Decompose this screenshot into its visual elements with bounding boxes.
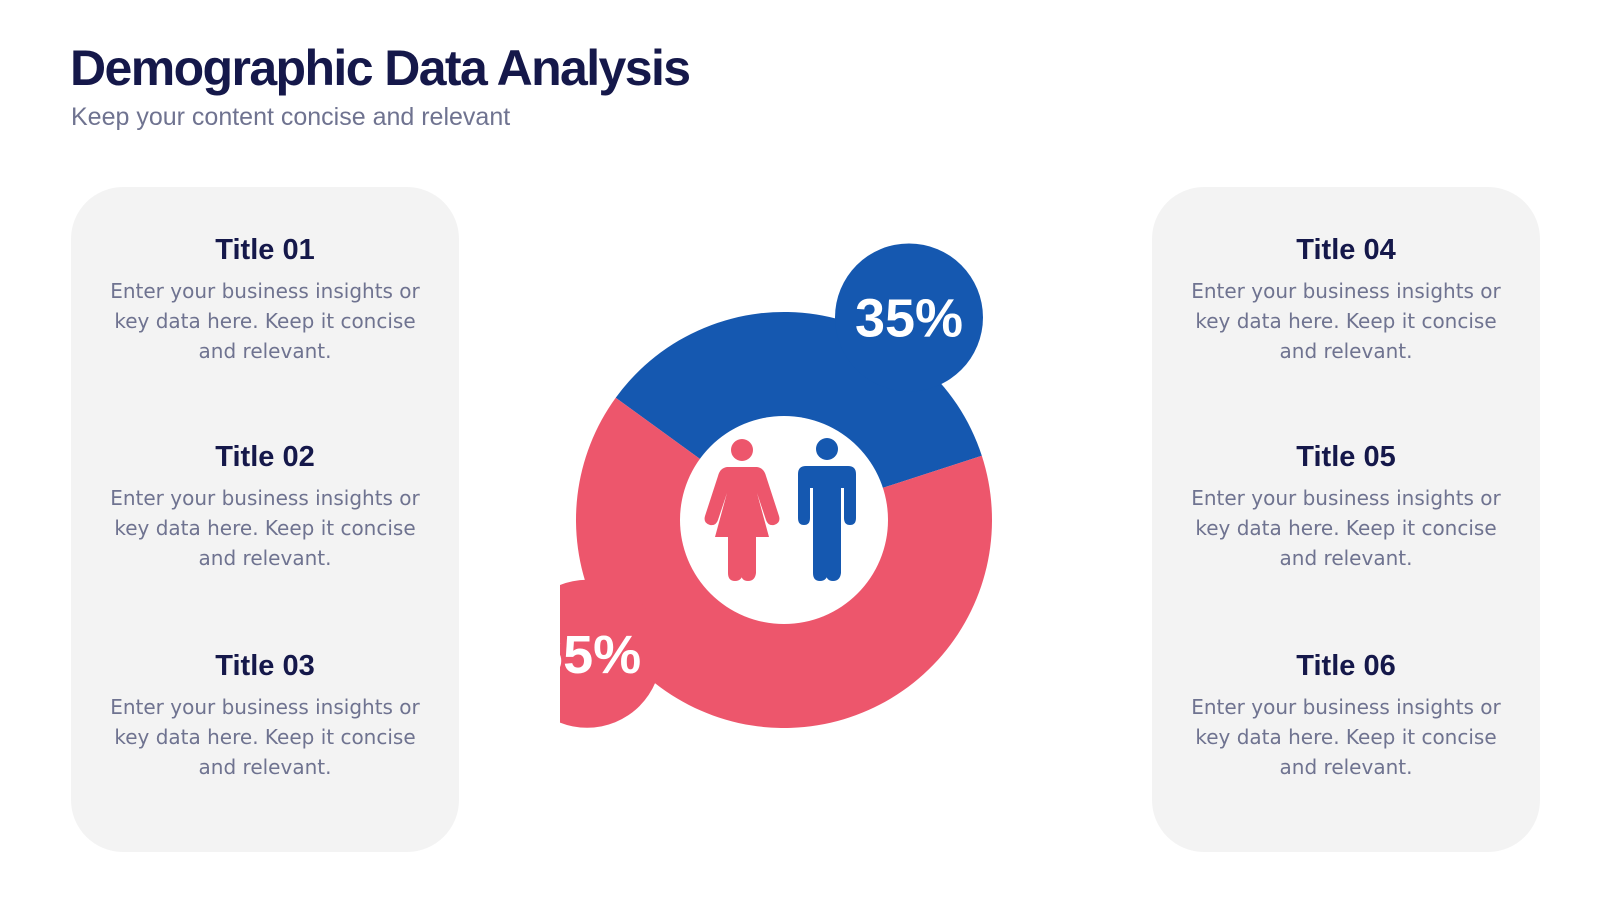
- percentage-bubble-female: [560, 579, 662, 728]
- info-item-06: Title 06 Enter your business insights or…: [1152, 649, 1540, 782]
- info-item-01: Title 01 Enter your business insights or…: [71, 233, 459, 366]
- info-item-02: Title 02 Enter your business insights or…: [71, 440, 459, 573]
- info-item-text: Enter your business insights or key data…: [1191, 278, 1501, 363]
- male-person-icon: [798, 438, 856, 581]
- donut-chart-svg: 35% 65%: [560, 243, 992, 728]
- left-info-panel: Title 01 Enter your business insights or…: [71, 187, 459, 852]
- female-person-icon: [704, 439, 780, 581]
- percentage-bubbles: 35% 65%: [560, 243, 983, 728]
- info-item-text: Enter your business insights or key data…: [1191, 485, 1501, 570]
- info-item-title: Title 04: [1296, 234, 1396, 266]
- info-item-title: Title 06: [1296, 650, 1396, 682]
- info-item-text: Enter your business insights or key data…: [110, 485, 420, 570]
- percentage-bubble-male: [834, 243, 983, 392]
- info-item-text: Enter your business insights or key data…: [1191, 694, 1501, 779]
- page-subtitle: Keep your content concise and relevant: [71, 103, 511, 131]
- right-info-panel: Title 04 Enter your business insights or…: [1152, 187, 1540, 852]
- percentage-label-male: 35%: [855, 288, 963, 348]
- info-item-title: Title 05: [1296, 441, 1396, 473]
- info-item-text: Enter your business insights or key data…: [110, 694, 420, 779]
- percentage-label-female: 65%: [560, 625, 641, 685]
- info-item-text: Enter your business insights or key data…: [110, 278, 420, 363]
- page-title: Demographic Data Analysis: [70, 40, 691, 96]
- info-item-title: Title 03: [215, 650, 315, 682]
- info-item-03: Title 03 Enter your business insights or…: [71, 649, 459, 782]
- info-item-title: Title 02: [215, 441, 315, 473]
- info-item-04: Title 04 Enter your business insights or…: [1152, 233, 1540, 366]
- demographic-donut-chart: 35% 65%: [560, 190, 1040, 850]
- header: Demographic Data Analysis Keep your cont…: [70, 38, 691, 132]
- info-item-05: Title 05 Enter your business insights or…: [1152, 440, 1540, 573]
- info-item-title: Title 01: [215, 234, 315, 266]
